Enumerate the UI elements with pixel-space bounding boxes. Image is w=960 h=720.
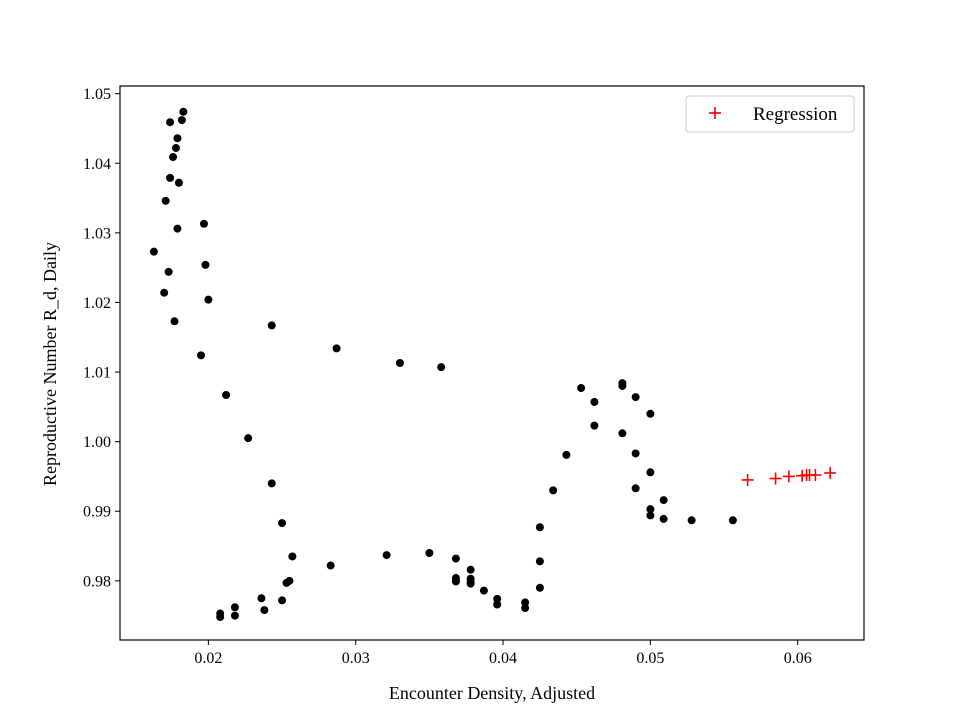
data-point (267, 321, 276, 330)
data-point (173, 134, 182, 143)
data-point (590, 397, 599, 406)
data-point (646, 468, 655, 477)
y-tick-label: 1.02 (83, 295, 111, 312)
data-point (493, 600, 502, 609)
data-point (395, 359, 404, 367)
data-point (577, 384, 586, 393)
data-point (282, 578, 291, 587)
legend-box (685, 95, 855, 133)
data-point (618, 429, 627, 438)
data-point (201, 260, 210, 269)
data-point (267, 479, 276, 488)
plot-area (120, 86, 864, 640)
data-point (169, 152, 178, 161)
data-point (437, 363, 446, 372)
regression-point (782, 470, 795, 483)
data-point (466, 579, 475, 588)
x-axis: 0.02 0.03 0.04 0.05 0.06 (194, 640, 812, 667)
data-point (535, 583, 544, 592)
y-axis: 0.98 0.99 1.00 1.01 1.02 1.03 1.04 1.05 (83, 86, 120, 590)
regression-point (809, 469, 822, 482)
regression-point (769, 472, 782, 485)
data-point (451, 554, 460, 563)
y-axis-label: Reproductive Number R_d, Daily (40, 242, 60, 486)
data-point (326, 561, 335, 570)
data-point (728, 516, 737, 525)
regression-point (824, 466, 837, 479)
data-point (288, 552, 297, 561)
data-point (466, 565, 475, 574)
data-point (646, 505, 655, 514)
data-point (230, 603, 239, 612)
data-point (687, 516, 696, 525)
data-point (521, 598, 530, 607)
data-point (174, 178, 183, 187)
data-point (166, 173, 175, 182)
data-point (278, 596, 287, 605)
data-point (479, 586, 488, 595)
x-tick-label: 0.06 (784, 650, 812, 667)
y-tick-label: 1.05 (83, 86, 111, 103)
data-point (216, 613, 225, 622)
data-point (197, 351, 206, 360)
legend-label-regression: Regression (753, 104, 838, 125)
data-point (521, 603, 530, 612)
legend-marker-regression (709, 107, 721, 119)
plot-frame (119, 85, 865, 641)
data-point (170, 317, 179, 326)
x-tick-label: 0.02 (194, 650, 222, 667)
data-point (166, 118, 175, 127)
y-tick-label: 1.00 (83, 434, 111, 451)
data-point (590, 421, 599, 430)
data-point (278, 519, 287, 528)
data-point (164, 267, 173, 276)
data-point (173, 224, 182, 233)
data-point (646, 511, 655, 520)
data-point (260, 606, 269, 615)
data-point (204, 295, 213, 304)
data-point (332, 344, 341, 353)
data-point (659, 496, 668, 505)
data-point (493, 594, 502, 603)
data-point (562, 450, 571, 459)
data-point (149, 247, 158, 256)
data-point (161, 196, 170, 205)
data-point (160, 288, 169, 297)
x-axis-label: Encounter Density, Adjusted (389, 683, 595, 703)
data-point (646, 409, 655, 418)
legend: Regression (685, 95, 855, 133)
y-tick-label: 0.99 (83, 504, 111, 521)
y-tick-label: 0.98 (83, 573, 111, 590)
y-tick-label: 1.01 (83, 365, 111, 382)
data-point (179, 107, 188, 116)
data-point (382, 551, 391, 560)
x-tick-label: 0.04 (489, 650, 517, 667)
y-tick-label: 1.04 (83, 156, 111, 173)
data-point (257, 594, 266, 603)
x-tick-label: 0.03 (342, 650, 370, 667)
data-point (631, 393, 640, 402)
data-point (535, 557, 544, 566)
data-point (618, 381, 627, 390)
y-tick-label: 1.03 (83, 225, 111, 242)
data-marks (149, 107, 837, 622)
data-point (171, 143, 180, 152)
data-point (659, 514, 668, 523)
data-point (222, 391, 231, 400)
data-point (451, 577, 460, 586)
data-point (631, 449, 640, 458)
data-point (535, 523, 544, 532)
data-point (425, 549, 434, 558)
data-point (631, 484, 640, 493)
data-point (230, 611, 239, 620)
regression-point (741, 473, 754, 486)
data-point (177, 116, 186, 125)
data-point (549, 486, 558, 495)
data-point (244, 434, 253, 443)
data-point (199, 219, 208, 228)
x-tick-label: 0.05 (636, 650, 664, 667)
